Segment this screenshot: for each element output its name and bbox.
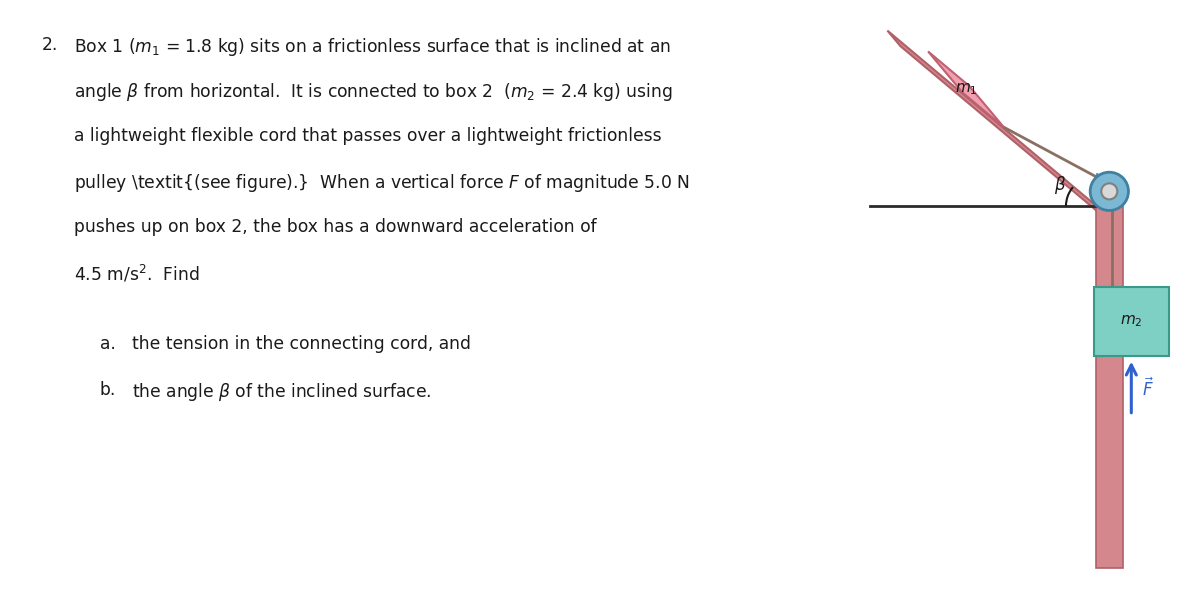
Text: Box 1 ($m_1$ = 1.8 kg) sits on a frictionless surface that is inclined at an: Box 1 ($m_1$ = 1.8 kg) sits on a frictio… — [74, 36, 671, 58]
Bar — [1096, 206, 1123, 568]
Polygon shape — [887, 30, 1106, 219]
Polygon shape — [1097, 173, 1106, 206]
Circle shape — [1102, 184, 1117, 199]
Text: a.: a. — [100, 335, 115, 353]
Text: 2.: 2. — [42, 36, 58, 54]
Bar — [1094, 287, 1169, 356]
Text: $m_1$: $m_1$ — [955, 81, 977, 97]
Text: pushes up on box 2, the box has a downward acceleration of: pushes up on box 2, the box has a downwa… — [74, 218, 596, 236]
Text: angle $\beta$ from horizontal.  It is connected to box 2  ($m_2$ = 2.4 kg) using: angle $\beta$ from horizontal. It is con… — [74, 81, 672, 103]
Text: $\beta$: $\beta$ — [1054, 173, 1066, 196]
Text: the angle $\beta$ of the inclined surface.: the angle $\beta$ of the inclined surfac… — [132, 381, 431, 403]
Text: a lightweight flexible cord that passes over a lightweight frictionless: a lightweight flexible cord that passes … — [74, 127, 661, 145]
Text: $\vec{F}$: $\vec{F}$ — [1142, 377, 1154, 400]
Text: pulley \textit{(see figure).}  When a vertical force $F$ of magnitude 5.0 N: pulley \textit{(see figure).} When a ver… — [74, 172, 690, 194]
Text: 4.5 m/s$^2$.  Find: 4.5 m/s$^2$. Find — [74, 263, 199, 284]
Polygon shape — [928, 51, 1004, 127]
Text: the tension in the connecting cord, and: the tension in the connecting cord, and — [132, 335, 470, 353]
Text: $m_2$: $m_2$ — [1120, 313, 1142, 329]
Circle shape — [1090, 172, 1128, 210]
Text: b.: b. — [100, 381, 116, 399]
